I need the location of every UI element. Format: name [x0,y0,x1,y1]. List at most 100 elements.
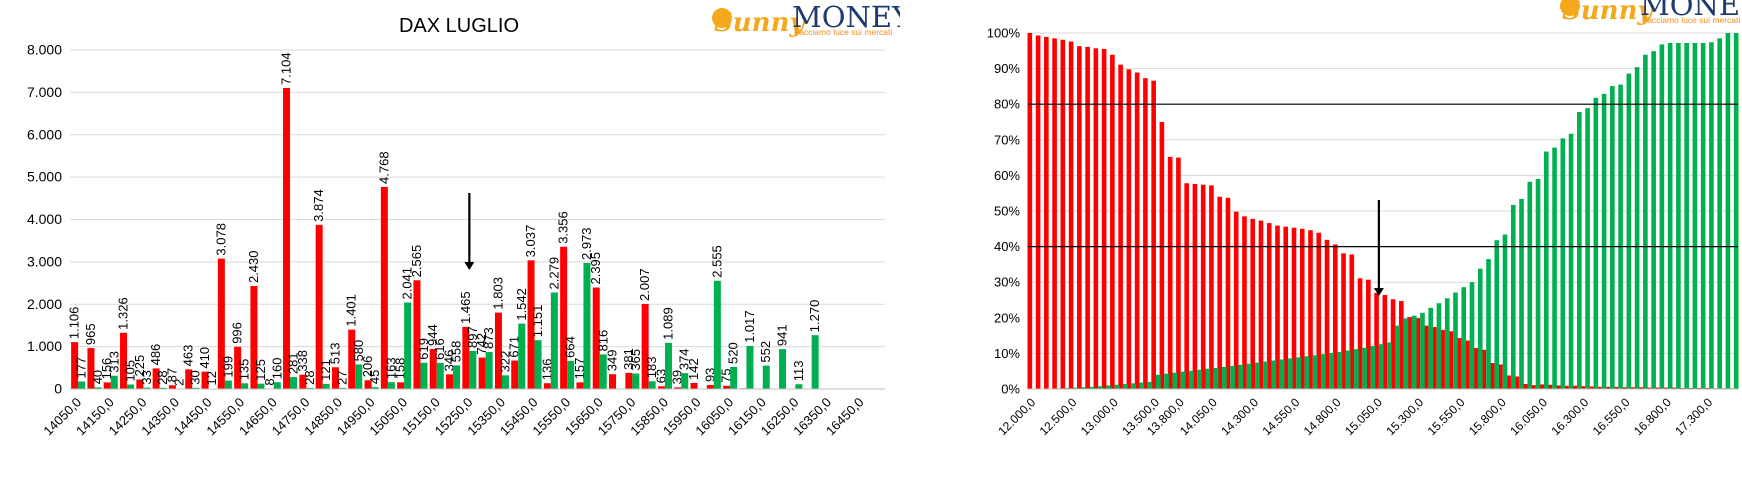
bar [1044,36,1049,389]
bar [1519,198,1524,389]
bar [371,387,379,389]
bar [1428,307,1434,389]
logo-tagline: Facciamo luce sui mercati [794,27,892,37]
bar [1696,387,1701,389]
data-label: 1.401 [344,294,359,327]
bar [1027,33,1033,389]
bar [1122,384,1128,389]
bar [1387,342,1392,389]
data-label: 322 [497,351,512,373]
bar [257,383,265,389]
bar [478,357,486,389]
cumulative-percentage-chart: Sunny MONEY Facciamo luce sui mercati 0%… [987,0,1742,438]
bar [485,352,493,389]
data-label: 944 [425,324,440,346]
data-label: 7.104 [279,52,294,85]
bar [527,260,535,389]
data-label: 2 [171,379,186,386]
bar [1052,38,1057,390]
x-tick-label: 14.050,0 [1177,395,1220,438]
data-label: 3.874 [311,189,326,222]
x-tick-label: 16.300,0 [1548,395,1591,438]
data-label: 2.555 [709,245,724,278]
y-tick-label: 2.000 [27,296,62,312]
bar [299,374,307,389]
bar [1081,387,1087,389]
bar [315,224,323,389]
data-label: 941 [775,324,790,346]
data-label: 39 [670,370,685,384]
bar [1390,299,1396,389]
data-label: 1.803 [490,277,505,310]
data-label: 513 [327,343,342,365]
bar [1465,340,1470,389]
bar [1250,218,1256,389]
bar [185,369,193,389]
bar [120,332,128,389]
bar [625,372,633,389]
y-tick-label: 4.000 [27,211,62,227]
bar [348,329,356,389]
bar [1547,384,1553,389]
data-label: 349 [605,350,620,372]
bar [1555,385,1561,389]
bar [1357,278,1363,389]
data-label: 1.542 [514,288,529,321]
bar [583,263,591,389]
bar [1279,359,1285,389]
bar [1098,386,1103,389]
bar [1588,386,1594,389]
y-tick-label: 0 [54,381,62,397]
data-label: 365 [628,349,643,371]
bar [469,350,477,389]
data-label: 136 [539,359,554,381]
data-label: 664 [563,336,578,358]
bar [1552,147,1557,389]
bar [534,340,542,389]
bar [1687,387,1693,389]
data-label: 8 [262,378,277,385]
data-label: 113 [791,360,806,381]
data-label: 4.768 [376,151,391,184]
sun-icon [712,8,732,28]
data-label: 873 [481,327,496,349]
y-tick-label: 70% [994,132,1020,147]
bar [1184,183,1189,389]
data-label: 142 [686,358,701,380]
bar [1560,138,1566,389]
x-tick-label: 12.000,0 [995,395,1038,438]
bar [87,348,95,389]
bar [1180,371,1186,389]
bar [1266,223,1272,389]
bar [501,375,509,389]
bar [152,368,160,389]
x-tick-label: 15.300,0 [1383,395,1426,438]
data-label: 2.430 [246,250,261,283]
bar [560,246,568,389]
x-tick-label: 14.800,0 [1301,395,1344,438]
data-label: 816 [595,330,610,352]
bar [1213,367,1219,389]
bar [1200,184,1206,389]
bar [1399,301,1404,389]
bar [706,385,714,389]
data-label: 125 [253,359,268,381]
bar [795,384,803,389]
bar [250,286,258,389]
bar [1709,42,1714,389]
bar [1354,349,1359,389]
data-label: 619 [416,338,431,360]
bar [1407,317,1412,389]
bar [1258,220,1264,389]
bar [1329,353,1334,389]
data-label: 28 [302,370,317,384]
bar [1299,228,1305,389]
data-label: 121 [318,359,333,381]
data-label: 105 [123,360,138,382]
bar [273,382,281,389]
bar [283,87,291,389]
bar [397,382,405,389]
bar [1704,387,1710,389]
data-label: 160 [269,358,284,380]
chart-title: DAX LUGLIO [399,15,519,37]
